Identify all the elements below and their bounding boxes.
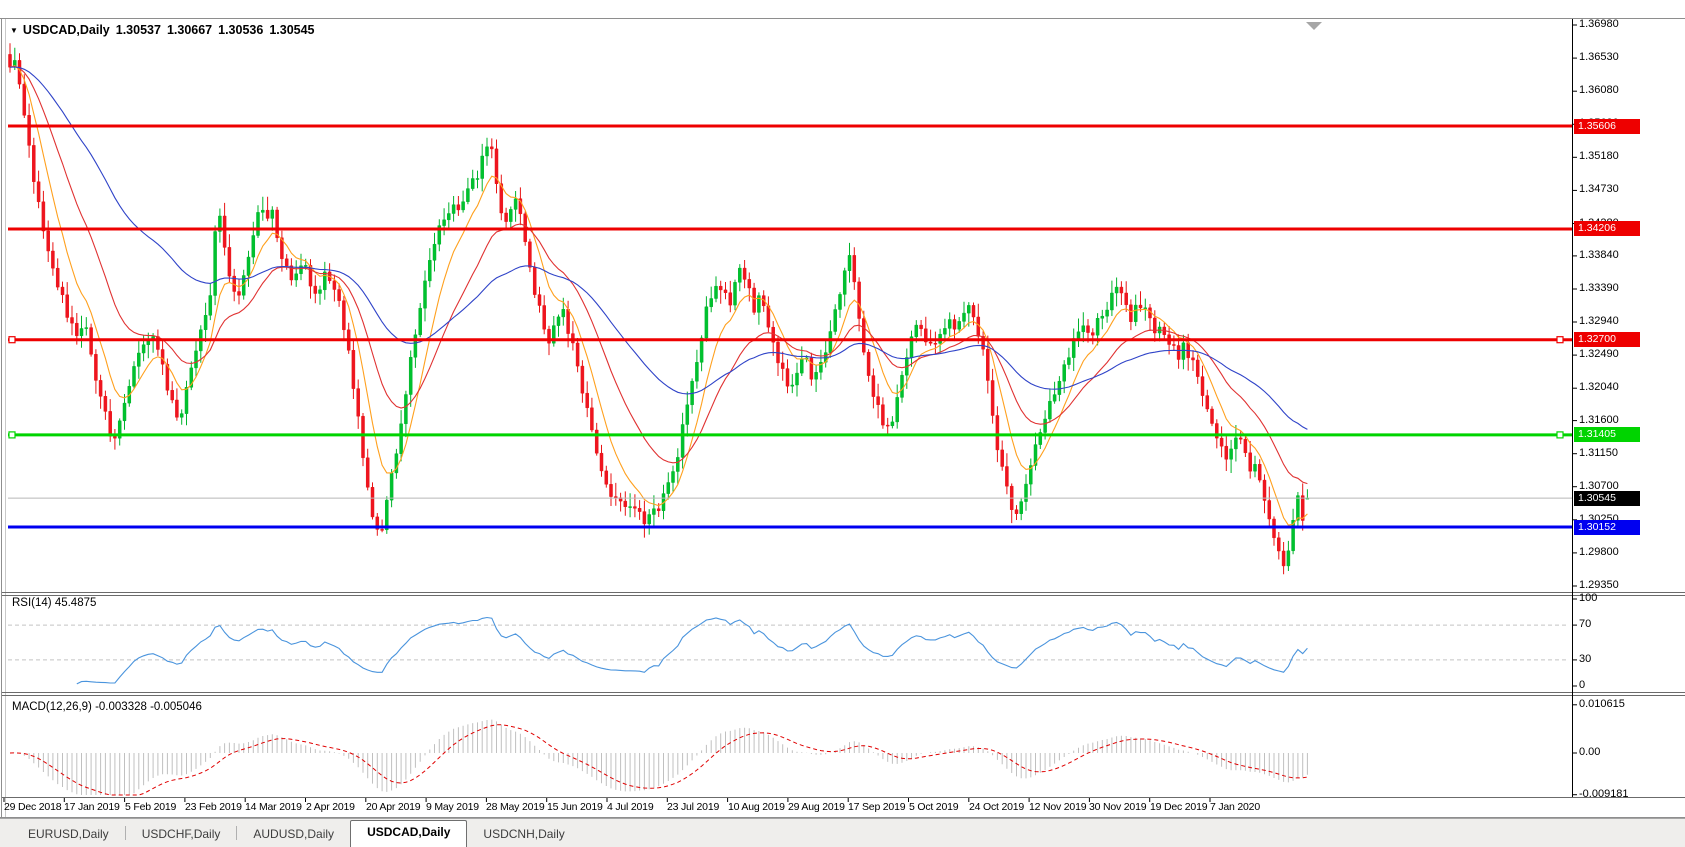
date-axis-label: 30 Nov 2019 (1089, 801, 1147, 813)
macd-histogram (9, 719, 1308, 796)
ohlc-high: 1.30667 (166, 23, 213, 37)
medium-ma-line (9, 66, 1308, 485)
ohlc-open: 1.30537 (115, 23, 161, 37)
macd-axis-label: 0.00 (1579, 746, 1601, 758)
date-axis-label: 14 Mar 2019 (245, 801, 302, 813)
chart-tabs: EURUSD,Daily USDCHF,Daily AUDUSD,Daily USDC… (0, 818, 1685, 847)
price-axis-label: 1.32940 (1579, 315, 1619, 327)
chart-title: ▼ USDCAD,Daily 1.30537 1.30667 1.30536 1.3054… (10, 23, 321, 37)
price-axis-label: 1.34730 (1579, 183, 1619, 195)
price-line-badge: 1.34206 (1574, 221, 1640, 236)
tab-usdchf-daily[interactable]: USDCHF,Daily (141, 827, 221, 841)
candlestick-series (8, 43, 1310, 575)
tab-usdcnh-daily[interactable]: USDCNH,Daily (483, 827, 565, 841)
line-handle[interactable] (8, 336, 16, 344)
date-axis-label: 7 Jan 2020 (1210, 801, 1260, 813)
date-axis-label: 23 Jul 2019 (667, 801, 720, 813)
price-axis-label: 1.30700 (1579, 480, 1619, 492)
date-axis-label: 12 Nov 2019 (1029, 801, 1087, 813)
date-axis-label: 23 Feb 2019 (185, 801, 242, 813)
line-handle[interactable] (8, 431, 16, 439)
ohlc-close: 1.30545 (269, 23, 315, 37)
tab-divider (236, 826, 238, 840)
price-line-badge: 1.35606 (1574, 119, 1640, 134)
date-axis-label: 9 May 2019 (426, 801, 479, 813)
date-axis-label: 19 Dec 2019 (1150, 801, 1208, 813)
tab-eurusd-daily[interactable]: EURUSD,Daily (28, 827, 109, 841)
price-axis-label: 1.32040 (1579, 381, 1619, 393)
date-axis-label: 17 Jan 2019 (64, 801, 120, 813)
rsi-axis-label: 30 (1579, 653, 1592, 665)
price-axis-label: 1.33840 (1579, 249, 1619, 261)
line-handle[interactable] (1556, 336, 1564, 344)
date-axis-label: 29 Aug 2019 (788, 801, 845, 813)
date-axis-label: 5 Feb 2019 (125, 801, 177, 813)
rsi-axis-label: 0 (1579, 679, 1586, 691)
price-axis-label: 1.31150 (1579, 447, 1618, 459)
price-axis-label: 1.29350 (1579, 579, 1619, 591)
date-axis-label: 20 Apr 2019 (366, 801, 421, 813)
date-axis-label: 24 Oct 2019 (969, 801, 1025, 813)
price-axis-label: 1.36980 (1579, 18, 1619, 30)
slow-ma-line (9, 66, 1308, 430)
price-axis-label: 1.33390 (1579, 282, 1619, 294)
price-axis-label: 1.35180 (1579, 150, 1619, 162)
triangle-marker-icon: ▼ (10, 26, 18, 35)
macd-signal-line (9, 724, 1308, 796)
date-axis-label: 28 May 2019 (486, 801, 545, 813)
ohlc-low: 1.30536 (218, 23, 264, 37)
price-axis-label: 1.36530 (1579, 51, 1619, 63)
rsi-axis-label: 70 (1579, 618, 1592, 630)
chart-symbol: USDCAD,Daily (22, 23, 110, 37)
chart-shift-marker-icon (1306, 22, 1322, 30)
price-line-badge: 1.31405 (1574, 427, 1640, 442)
rsi-axis-label: 100 (1579, 592, 1598, 604)
date-axis-label: 10 Aug 2019 (728, 801, 785, 813)
tab-divider (124, 826, 126, 840)
price-line-badge: 1.32700 (1574, 332, 1640, 347)
price-axis-label: 1.31600 (1579, 414, 1619, 426)
date-axis-label: 15 Jun 2019 (547, 801, 603, 813)
price-axis-label: 1.32490 (1579, 348, 1619, 360)
date-axis-label: 29 Dec 2018 (4, 801, 62, 813)
rsi-label: RSI(14) 45.4875 (12, 597, 97, 609)
date-axis-label: 17 Sep 2019 (848, 801, 906, 813)
line-handle[interactable] (1556, 431, 1564, 439)
macd-axis-label: 0.010615 (1579, 698, 1625, 710)
current-price-badge: 1.30545 (1574, 491, 1640, 506)
macd-label: MACD(12,26,9) -0.003328 -0.005046 (12, 701, 202, 713)
fast-ma-line (9, 65, 1308, 526)
date-axis-label: 5 Oct 2019 (909, 801, 959, 813)
rsi-line (76, 616, 1308, 685)
date-axis-label: 4 Jul 2019 (607, 801, 654, 813)
price-line-badge: 1.30152 (1574, 520, 1640, 535)
tab-audusd-daily[interactable]: AUDUSD,Daily (253, 827, 335, 841)
price-axis-label: 1.36080 (1579, 84, 1619, 96)
date-axis-label: 2 Apr 2019 (306, 801, 355, 813)
tab-usdcad-daily[interactable]: USDCAD,Daily (350, 820, 468, 847)
price-axis-label: 1.29800 (1579, 546, 1619, 558)
macd-axis-label: -0.009181 (1579, 788, 1629, 800)
